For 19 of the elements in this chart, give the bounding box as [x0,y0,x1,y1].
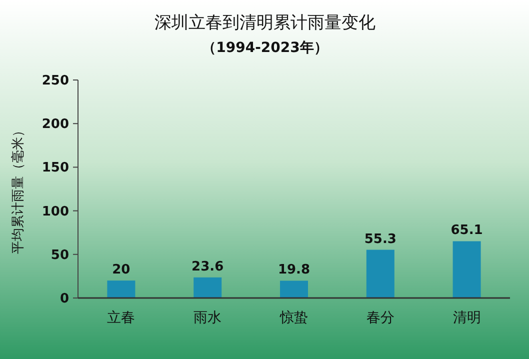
data-label: 55.3 [364,232,396,247]
x-tick-label: 清明 [452,310,481,326]
data-label: 23.6 [192,259,224,274]
y-axis-title: 平均累计雨量（毫米） [10,124,26,254]
chart-subtitle: （1994-2023年） [202,40,328,56]
y-tick-label: 50 [50,248,69,263]
x-tick-label: 雨水 [194,310,222,326]
y-tick-label: 150 [42,160,69,176]
data-label: 20 [112,262,130,278]
y-tick-label: 250 [42,74,69,88]
y-tick-label: 100 [42,204,69,220]
data-label: 65.1 [450,223,483,238]
y-tick-label: 0 [60,292,69,306]
chart-title: 深圳立春到清明累计雨量变化 [154,13,376,33]
y-tick-label: 200 [42,117,69,132]
x-tick-label: 惊蛰 [279,310,308,326]
x-tick-label: 春分 [366,310,394,326]
x-tick-label: 立春 [107,310,136,326]
data-label: 19.8 [278,262,310,278]
